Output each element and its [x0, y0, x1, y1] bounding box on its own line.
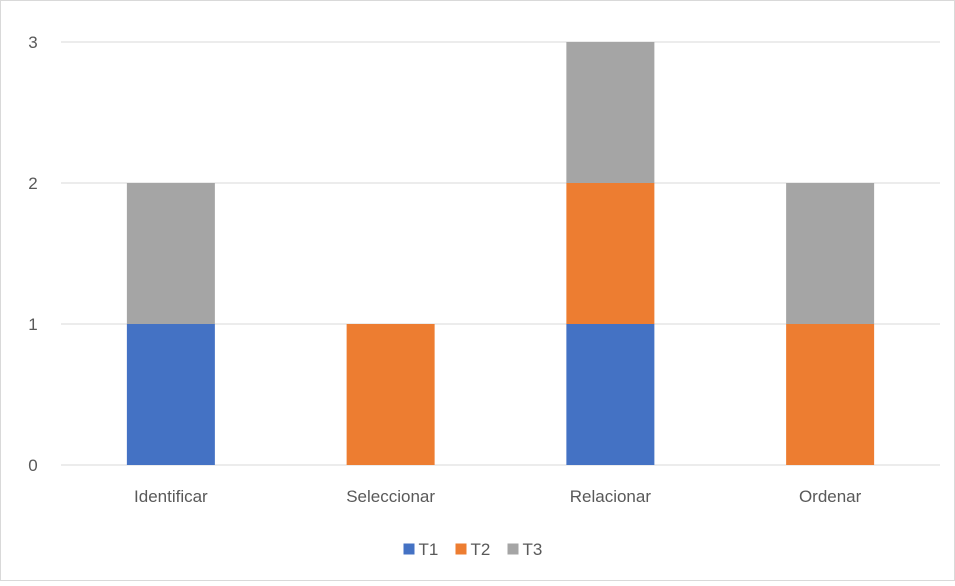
legend-swatch-t3 — [507, 543, 519, 555]
bar-t3-3 — [786, 183, 875, 324]
legend-label-t1: T1 — [419, 540, 439, 559]
bars — [126, 42, 875, 465]
legend-swatch-t1 — [403, 543, 415, 555]
legend-label-t2: T2 — [471, 540, 491, 559]
y-tick-label: 3 — [28, 33, 37, 52]
bar-t2-3 — [786, 324, 875, 465]
bar-t3-2 — [566, 42, 655, 183]
legend-label-t3: T3 — [523, 540, 543, 559]
x-axis-tick-labels: Identificar Seleccionar Relacionar Ordenar — [134, 487, 862, 506]
bar-t2-2 — [566, 183, 655, 324]
legend: T1 T2 T3 — [403, 540, 543, 559]
x-tick-label: Relacionar — [570, 487, 652, 506]
legend-swatch-t2 — [455, 543, 467, 555]
y-tick-label: 1 — [28, 315, 37, 334]
y-tick-label: 0 — [28, 456, 37, 475]
bar-t3-0 — [126, 183, 215, 324]
y-axis-tick-labels: 0 1 2 3 — [28, 33, 37, 475]
x-tick-label: Seleccionar — [346, 487, 435, 506]
x-tick-label: Ordenar — [799, 487, 862, 506]
x-tick-label: Identificar — [134, 487, 208, 506]
bar-t1-2 — [566, 324, 655, 465]
y-tick-label: 2 — [28, 174, 37, 193]
bar-t1-0 — [126, 324, 215, 465]
bar-t2-1 — [346, 324, 435, 465]
